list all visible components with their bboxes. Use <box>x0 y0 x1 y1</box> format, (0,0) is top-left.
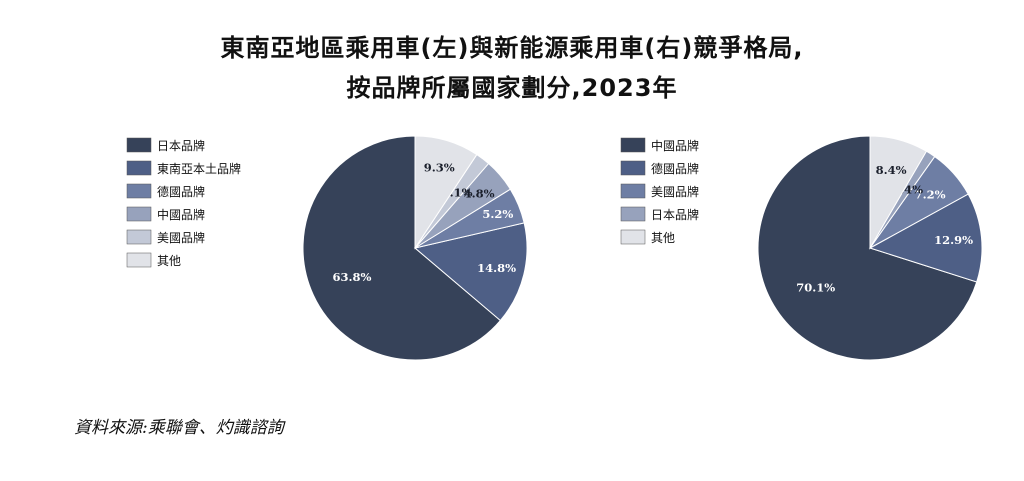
legend-label: 美國品牌 <box>651 185 699 199</box>
pie-slice <box>413 222 528 322</box>
legend-swatch <box>620 160 646 176</box>
legend-swatch <box>126 229 152 245</box>
legend-label: 日本品牌 <box>157 139 205 153</box>
legend-label: 中國品牌 <box>651 138 699 153</box>
slice-value-label: 5.2% <box>482 207 513 221</box>
slice-value-label: 12.9% <box>934 233 973 247</box>
slice-value-label: 63.8% <box>333 270 372 284</box>
pie-slice <box>869 135 928 250</box>
pie-slice <box>302 135 502 361</box>
legend-label: 中國品牌 <box>157 207 205 222</box>
title-line-1: 東南亞地區乘用車(左)與新能源乘用車(右)競爭格局, <box>220 34 804 62</box>
slice-value-label: 7.2% <box>915 187 946 201</box>
pie-chart-2: 70.1%12.9%7.2%1.4%8.4% <box>757 135 983 361</box>
legend-label: 其他 <box>157 254 181 268</box>
slice-value-label: 14.8% <box>477 261 516 275</box>
legend-swatch <box>620 229 646 245</box>
legend-swatch <box>126 252 152 268</box>
legend-label: 德國品牌 <box>651 161 699 176</box>
legend-swatch <box>126 206 152 222</box>
legend-label: 東南亞本土品牌 <box>157 161 241 176</box>
chart-title: 東南亞地區乘用車(左)與新能源乘用車(右)競爭格局, 按品牌所屬國家劃分,202… <box>0 28 1024 108</box>
slice-value-label: 8.4% <box>876 163 907 177</box>
pie-chart-1: 63.8%14.8%5.2%4.8%2.1%9.3% <box>302 135 528 361</box>
legend-swatch <box>620 137 646 153</box>
legend-label: 德國品牌 <box>157 184 205 199</box>
pie-slice <box>757 135 978 361</box>
pie-slice <box>868 193 983 283</box>
slice-value-label: 9.3% <box>424 161 455 175</box>
pie-slice <box>414 135 478 250</box>
source-note: 資料來源:乘聯會、灼識諮詢 <box>74 418 284 438</box>
legend-swatch <box>126 160 152 176</box>
legend-swatch <box>126 137 152 153</box>
legend-label: 美國品牌 <box>157 231 205 245</box>
slice-value-label: 4.8% <box>464 187 495 201</box>
slice-value-label: 70.1% <box>796 281 835 295</box>
title-line-2: 按品牌所屬國家劃分,2023年 <box>346 74 678 102</box>
legend-swatch <box>620 206 646 222</box>
legend-swatch <box>620 183 646 199</box>
legend-label: 日本品牌 <box>651 208 699 222</box>
legend-label: 其他 <box>651 231 675 245</box>
legend-swatch <box>126 183 152 199</box>
